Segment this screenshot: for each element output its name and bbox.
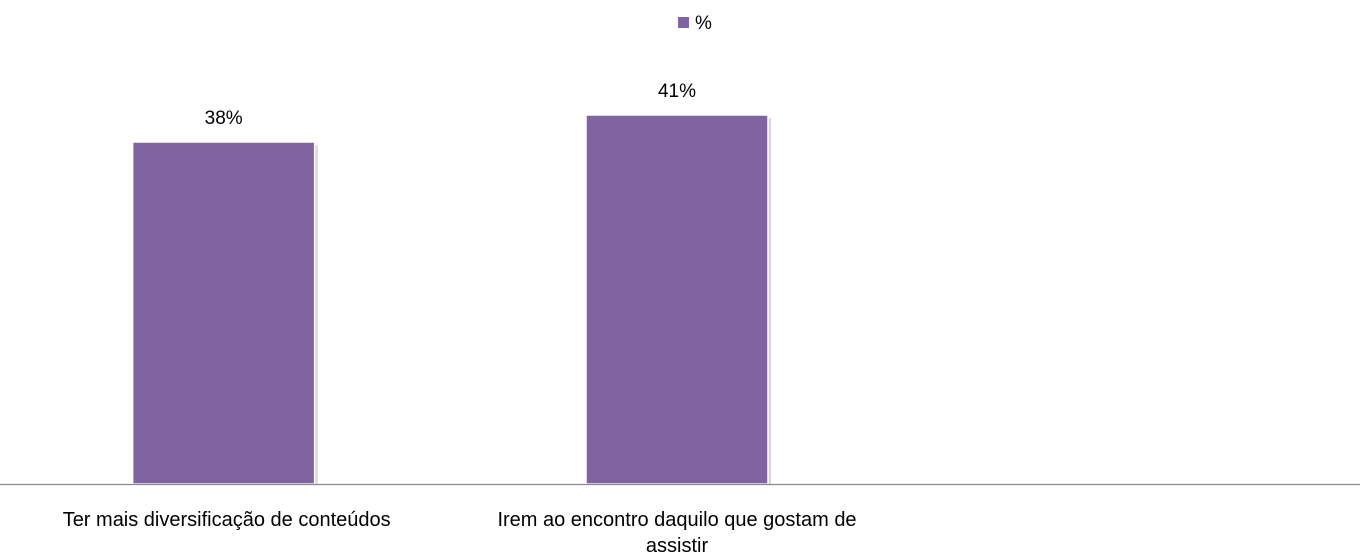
category-label: Ter mais diversificação de conteúdos [63, 509, 391, 531]
bars-layer [131, 114, 771, 485]
legend-label: % [695, 13, 712, 34]
category-label: assistir [646, 535, 709, 557]
data-label: 38% [205, 108, 243, 129]
legend-swatch [678, 17, 689, 28]
data-label: 41% [658, 81, 696, 102]
legend: % [678, 13, 712, 34]
data-labels-layer: 38%41%0% [205, 81, 696, 129]
category-label: Irem ao encontro daquilo que gostam de [497, 509, 856, 531]
bar [585, 114, 769, 485]
category-labels-layer: Ter mais diversificação de conteúdos Irem… [63, 509, 857, 557]
bar [131, 141, 316, 485]
